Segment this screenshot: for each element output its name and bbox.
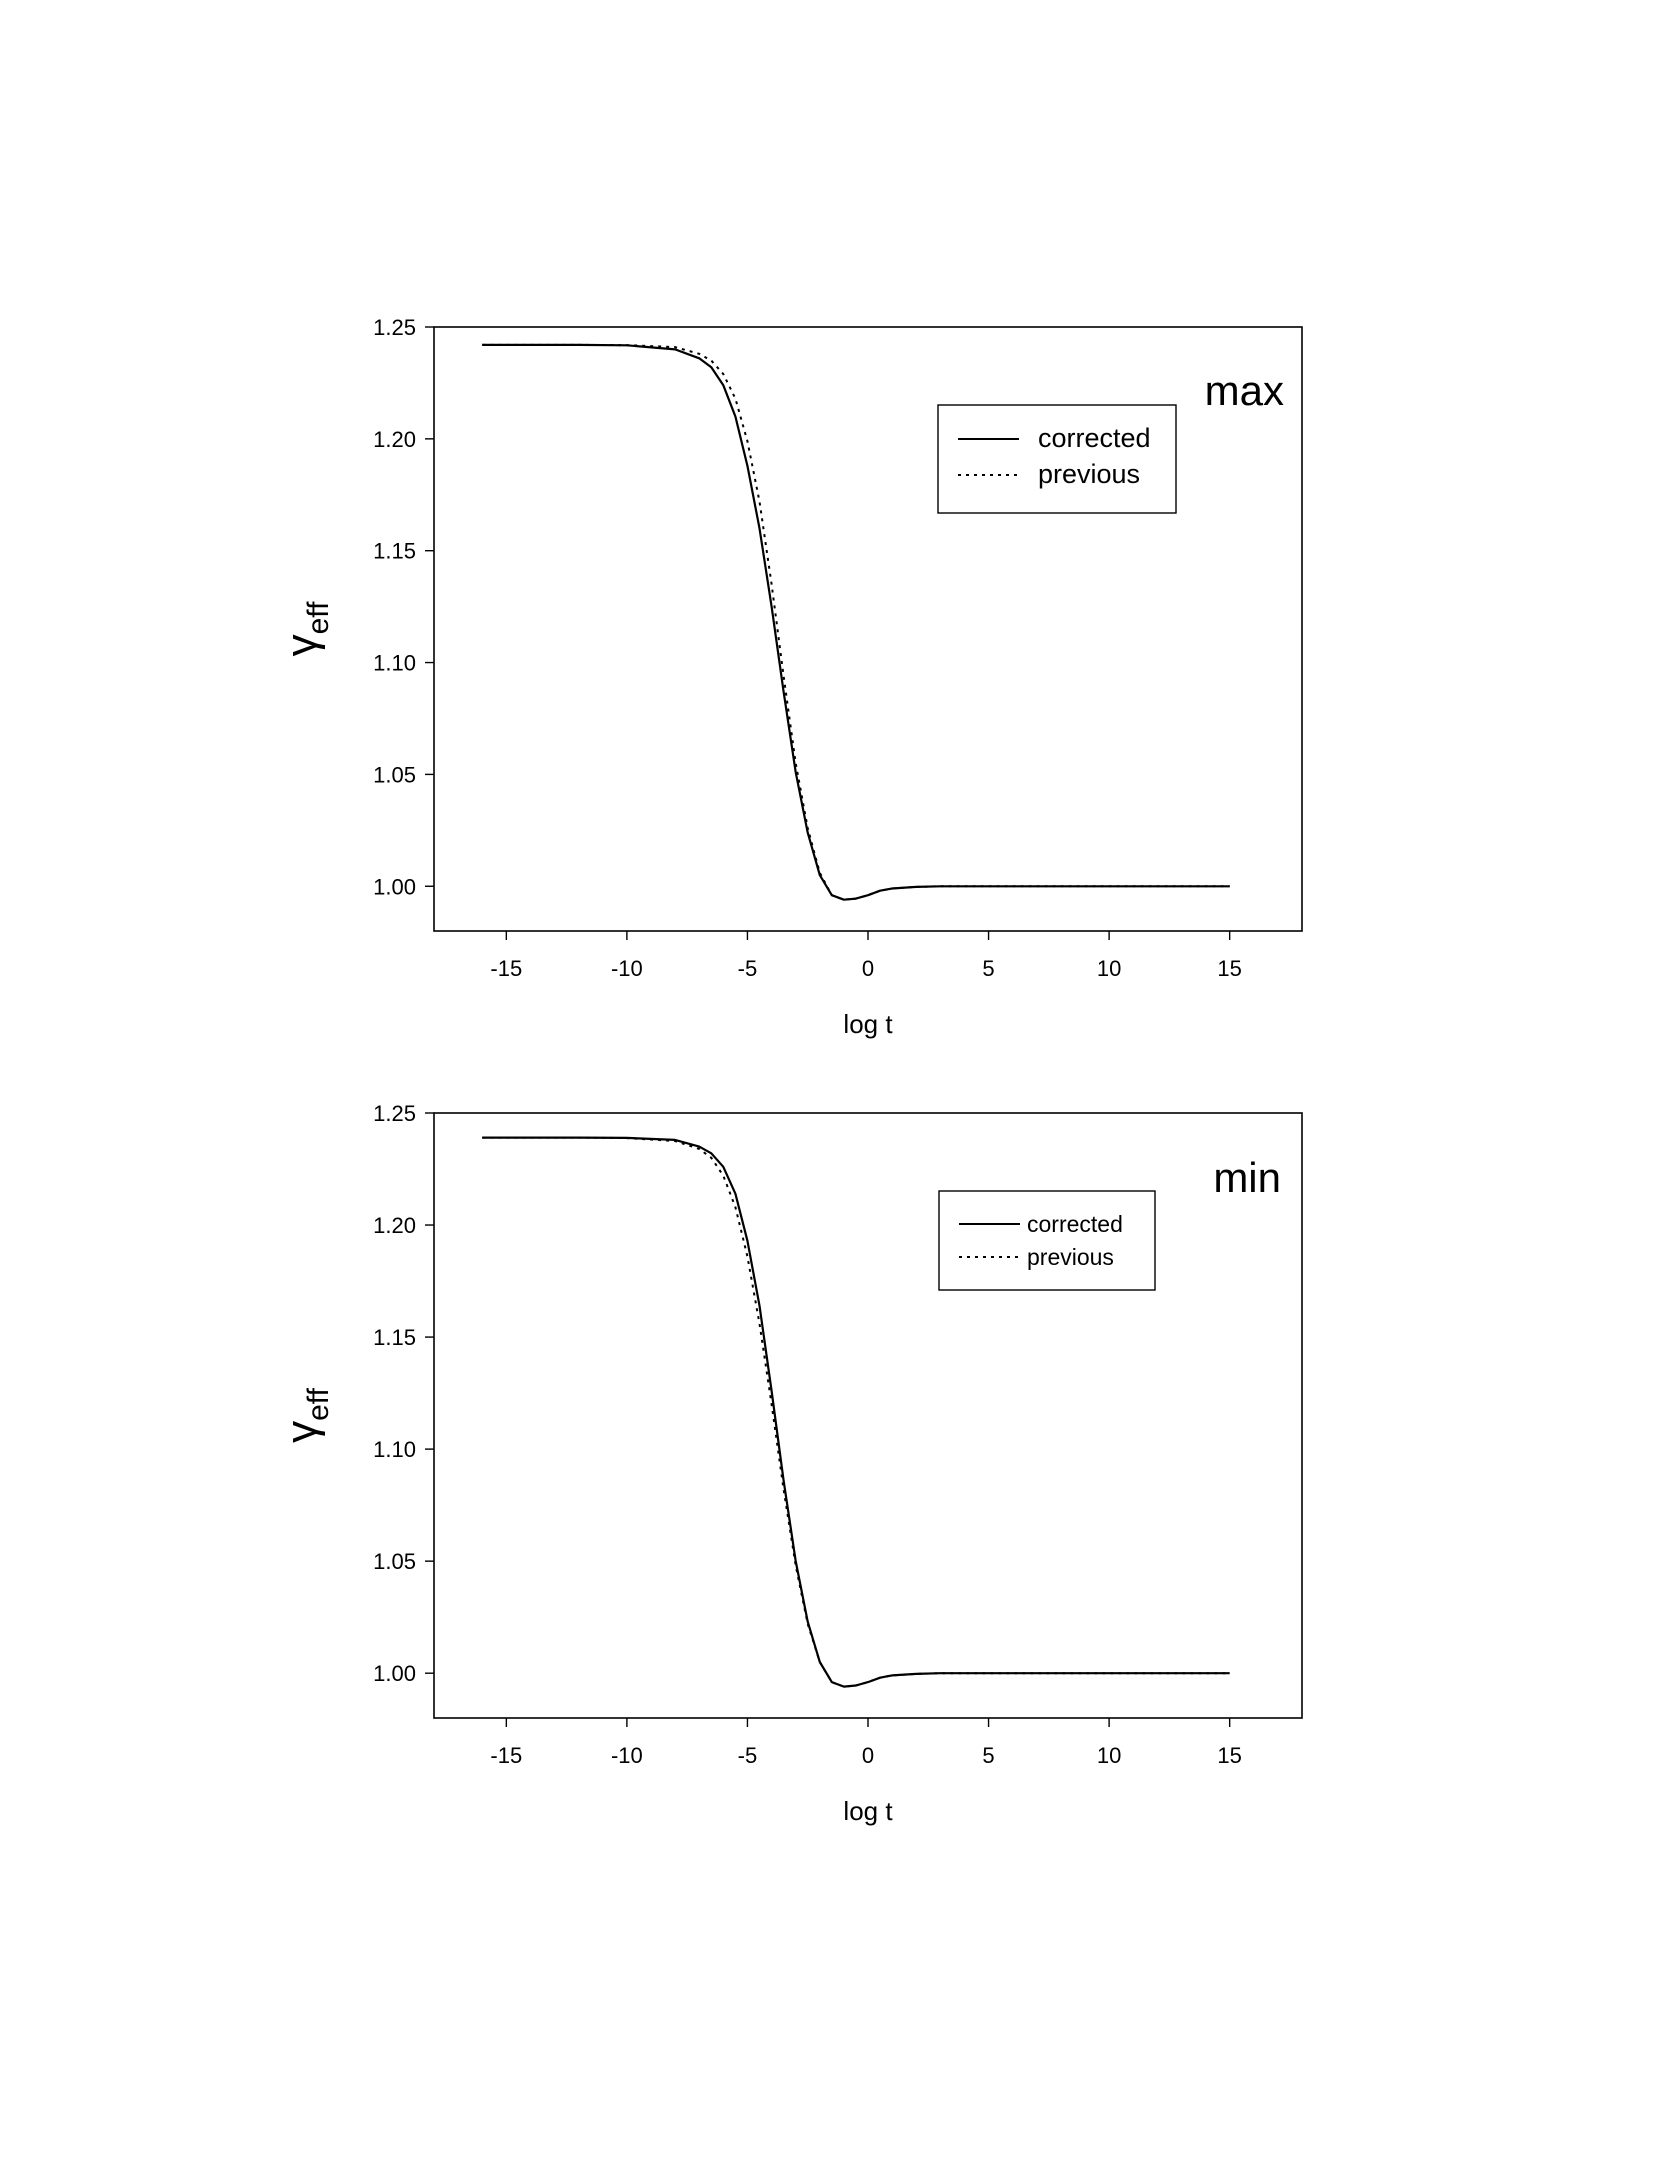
y-tick-label: 1.15	[373, 1325, 416, 1350]
y-tick-label: 1.00	[373, 1661, 416, 1686]
y-axis-title-subscript: eff	[302, 1387, 335, 1420]
y-tick-label: 1.05	[373, 762, 416, 787]
y-axis-title-subscript: eff	[302, 601, 335, 634]
y-tick-label: 1.15	[373, 539, 416, 564]
series-line-previous	[482, 343, 1230, 901]
x-tick-label: 5	[982, 1743, 994, 1768]
chart-panel-min: -15 -10 -5 0 5 10 15 1.00 1.05 1.10 1.15 1.20 1.25 lo…	[277, 1101, 1303, 1826]
x-tick-label: -5	[738, 956, 758, 981]
panel-annotation: max	[1205, 367, 1284, 414]
legend-box	[937, 404, 1177, 514]
y-tick-label: 1.20	[373, 427, 416, 452]
y-tick-label: 1.10	[373, 651, 416, 676]
x-axis-title: log t	[843, 1796, 893, 1826]
legend-label-previous: previous	[1038, 459, 1140, 489]
x-tick-label: 10	[1097, 956, 1121, 981]
series-line-previous	[482, 1136, 1230, 1688]
legend-box	[938, 1190, 1156, 1291]
y-tick-label: 1.00	[373, 874, 416, 899]
x-tick-label: 15	[1217, 1743, 1241, 1768]
legend-label-previous: previous	[1027, 1244, 1114, 1270]
legend: corrected previous	[938, 1190, 1156, 1291]
series-line-corrected	[482, 343, 1230, 901]
y-axis-title-symbol: γ	[277, 634, 326, 656]
x-tick-label: 15	[1217, 956, 1241, 981]
x-tick-label: -10	[611, 956, 643, 981]
x-axis-title: log t	[843, 1009, 893, 1039]
x-tick-label: 10	[1097, 1743, 1121, 1768]
y-tick-label: 1.05	[373, 1549, 416, 1574]
x-tick-label: -5	[738, 1743, 758, 1768]
y-axis-title-symbol: γ	[277, 1421, 326, 1443]
plot-frame	[433, 1112, 1303, 1719]
y-tick-label: 1.20	[373, 1213, 416, 1238]
y-tick-label: 1.10	[373, 1437, 416, 1462]
y-axis-title: γeff	[277, 1387, 335, 1442]
legend: corrected previous	[937, 404, 1177, 514]
legend-label-corrected: corrected	[1027, 1211, 1123, 1237]
x-tick-label: 0	[862, 1743, 874, 1768]
y-tick-label: 1.25	[373, 315, 416, 340]
x-tick-label: 0	[862, 956, 874, 981]
x-tick-label: -10	[611, 1743, 643, 1768]
legend-label-corrected: corrected	[1038, 423, 1151, 453]
panel-annotation: min	[1213, 1154, 1281, 1201]
chart-panel-max: -15 -10 -5 0 5 10 15 1.00 1.05 1.10 1.15 1.20 1.25 lo…	[277, 315, 1303, 1039]
x-tick-label: 5	[982, 956, 994, 981]
x-tick-label: -15	[490, 956, 522, 981]
y-axis-title: γeff	[277, 601, 335, 656]
y-tick-label: 1.25	[373, 1101, 416, 1126]
x-tick-label: -15	[490, 1743, 522, 1768]
